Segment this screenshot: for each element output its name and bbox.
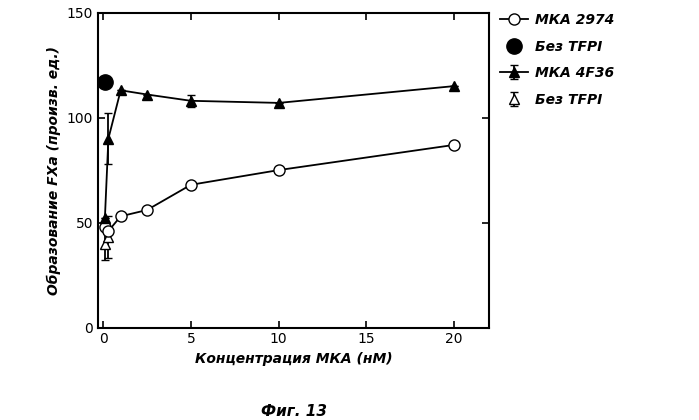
Line: МКА 2974: МКА 2974 bbox=[99, 139, 460, 236]
МКА 2974 bbox=[104, 228, 113, 234]
МКА 2974 bbox=[275, 168, 283, 173]
МКА 2974 bbox=[187, 182, 195, 187]
МКА 2974 bbox=[450, 142, 459, 147]
МКА 2974 bbox=[117, 214, 125, 219]
Legend: МКА 2974, Без TFPI, МКА 4F36, Без TFPI: МКА 2974, Без TFPI, МКА 4F36, Без TFPI bbox=[500, 13, 614, 107]
X-axis label: Концентрация МКА (нМ): Концентрация МКА (нМ) bbox=[195, 352, 392, 366]
МКА 2974 bbox=[143, 207, 151, 213]
Text: Фиг. 13: Фиг. 13 bbox=[261, 404, 326, 419]
МКА 2974 bbox=[101, 224, 109, 229]
Y-axis label: Образование FXa (произв. ед.): Образование FXa (произв. ед.) bbox=[47, 46, 61, 294]
